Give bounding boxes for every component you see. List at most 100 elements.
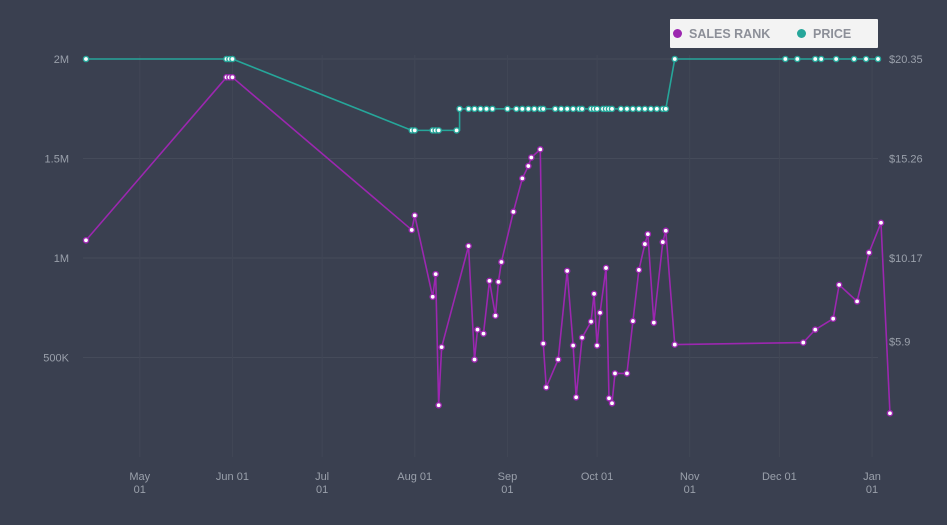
x-tick-label-1: Jun 01 <box>216 471 249 483</box>
point-price-46 <box>782 55 789 63</box>
point-price-16 <box>504 105 511 113</box>
y-left-tick-label-1: 1M <box>54 253 69 265</box>
x-tick-label-4: Sep <box>498 471 518 483</box>
point-sales-rank-41 <box>641 240 649 248</box>
point-price-19 <box>525 105 532 113</box>
point-price-0 <box>82 55 90 63</box>
point-sales-rank-27 <box>569 342 577 349</box>
y-right-tick-label-2: $15.26 <box>889 154 923 166</box>
x-tick-label-2: Jul <box>315 471 329 483</box>
point-sales-rank-46 <box>671 341 679 348</box>
x-tick-sublabel-0: 01 <box>134 484 146 496</box>
x-tick-label-8: Jan <box>863 471 881 483</box>
point-sales-rank-11 <box>471 356 478 363</box>
point-sales-rank-14 <box>486 277 493 285</box>
point-price-35 <box>608 105 616 113</box>
point-sales-rank-45 <box>662 227 670 235</box>
y-right-tick-label-3: $20.35 <box>889 54 923 66</box>
point-price-14 <box>483 105 490 113</box>
y-left-tick-label-3: 2M <box>54 54 69 66</box>
point-sales-rank-0 <box>82 236 90 244</box>
legend-marker-price <box>797 29 806 38</box>
point-sales-rank-28 <box>572 393 580 401</box>
x-tick-sublabel-6: 01 <box>684 484 696 496</box>
point-sales-rank-15 <box>492 312 499 320</box>
point-sales-rank-31 <box>590 290 598 298</box>
y-left-tick-label-0: 500K <box>43 353 69 365</box>
point-price-20 <box>530 105 538 113</box>
y-left-tick-label-2: 1.5M <box>45 154 69 166</box>
point-sales-rank-48 <box>811 326 819 333</box>
point-sales-rank-39 <box>629 317 637 325</box>
point-price-23 <box>551 105 559 113</box>
point-price-53 <box>874 55 882 63</box>
point-sales-rank-13 <box>480 330 487 337</box>
point-price-9 <box>453 127 460 134</box>
point-sales-rank-52 <box>865 249 873 256</box>
point-sales-rank-36 <box>608 399 616 407</box>
point-sales-rank-4 <box>408 226 416 234</box>
point-price-31 <box>593 105 601 113</box>
x-tick-label-5: Oct 01 <box>581 471 613 483</box>
x-tick-label-7: Dec 01 <box>762 471 797 483</box>
point-sales-rank-20 <box>525 162 532 170</box>
point-price-51 <box>850 55 858 63</box>
x-tick-sublabel-2: 01 <box>316 484 328 496</box>
point-price-45 <box>671 55 679 63</box>
legend-item-sales-rank[interactable]: SALES RANK <box>673 27 797 41</box>
x-tick-sublabel-8: 01 <box>866 484 878 496</box>
point-price-25 <box>563 105 571 113</box>
point-sales-rank-33 <box>596 309 604 317</box>
point-sales-rank-22 <box>536 146 544 153</box>
point-price-38 <box>629 105 637 113</box>
point-price-15 <box>489 105 496 113</box>
point-sales-rank-34 <box>602 264 610 272</box>
point-sales-rank-30 <box>587 318 595 325</box>
point-sales-rank-51 <box>853 298 861 305</box>
point-sales-rank-35 <box>605 394 613 402</box>
point-price-50 <box>832 55 840 63</box>
point-sales-rank-8 <box>435 401 442 409</box>
point-price-18 <box>519 105 526 113</box>
point-price-22 <box>539 105 547 113</box>
point-sales-rank-49 <box>829 315 837 322</box>
point-price-52 <box>862 55 870 63</box>
point-price-12 <box>471 105 478 113</box>
point-sales-rank-21 <box>528 154 535 161</box>
point-price-37 <box>623 105 631 113</box>
point-sales-rank-44 <box>659 238 667 246</box>
legend-item-price[interactable]: PRICE <box>797 27 851 41</box>
point-price-48 <box>811 55 819 63</box>
x-tick-label-3: Aug 01 <box>397 471 432 483</box>
point-sales-rank-25 <box>554 356 562 363</box>
point-price-13 <box>477 105 484 113</box>
legend: SALES RANK PRICE <box>670 19 878 48</box>
point-sales-rank-42 <box>644 230 652 238</box>
point-sales-rank-29 <box>578 334 586 341</box>
x-tick-sublabel-4: 01 <box>501 484 513 496</box>
point-sales-rank-32 <box>593 342 601 349</box>
point-price-24 <box>557 105 565 113</box>
point-sales-rank-50 <box>835 281 843 289</box>
point-sales-rank-3 <box>229 74 236 81</box>
legend-marker-sales-rank <box>673 29 682 38</box>
point-sales-rank-9 <box>438 343 445 351</box>
point-sales-rank-24 <box>542 384 550 391</box>
point-sales-rank-7 <box>432 270 439 278</box>
point-sales-rank-10 <box>465 242 472 250</box>
point-price-41 <box>647 105 655 113</box>
point-price-36 <box>617 105 625 113</box>
y-right-tick-label-0: $5.9 <box>889 337 910 349</box>
point-sales-rank-17 <box>498 258 505 266</box>
point-price-40 <box>641 105 649 113</box>
legend-label-price: PRICE <box>813 26 852 41</box>
x-tick-label-0: May <box>129 471 150 483</box>
point-sales-rank-38 <box>623 370 631 377</box>
point-sales-rank-43 <box>650 319 658 326</box>
point-sales-rank-26 <box>563 267 571 275</box>
x-tick-label-6: Nov <box>680 471 700 483</box>
point-price-42 <box>653 105 661 113</box>
point-price-17 <box>513 105 520 113</box>
point-price-39 <box>635 105 643 113</box>
